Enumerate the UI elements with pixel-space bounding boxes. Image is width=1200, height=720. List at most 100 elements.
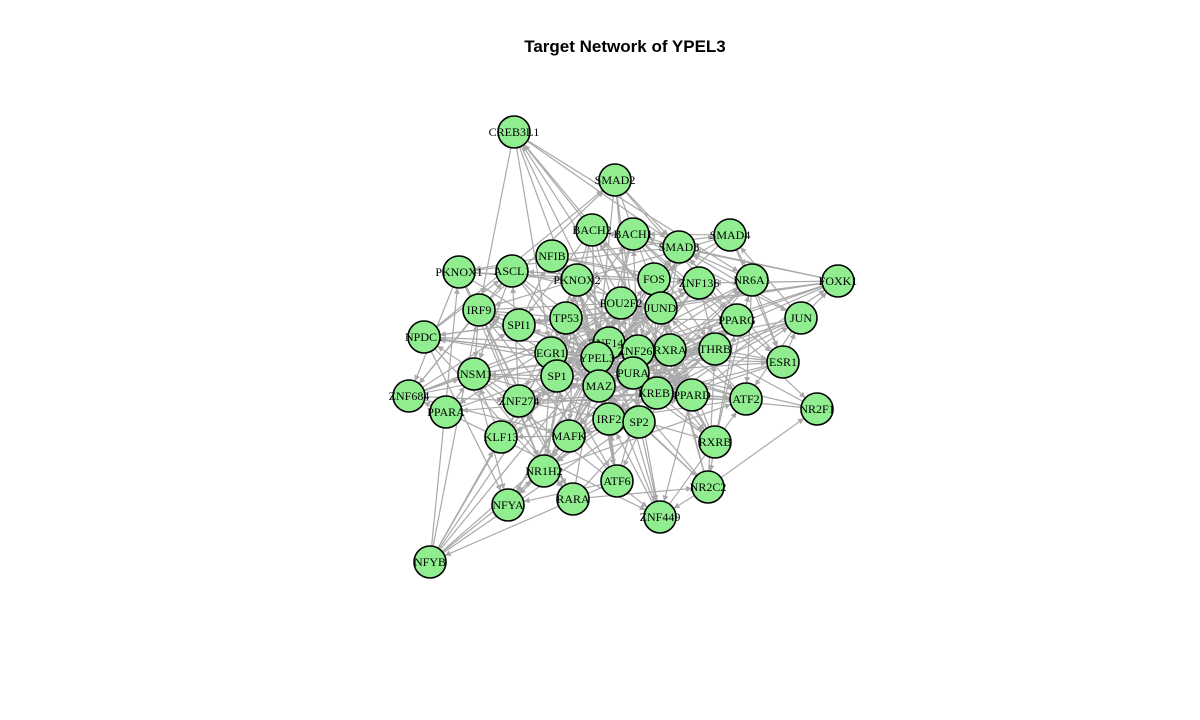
node-smad4: SMAD4 [710, 218, 750, 252]
edge-creb3l1-nr6a1 [527, 139, 739, 273]
node-jund: JUND [644, 291, 678, 325]
node-irf2: IRF2 [592, 402, 626, 436]
edge-thrb-esr1 [730, 351, 768, 361]
node-circle [392, 379, 426, 413]
edge-irf9-pou2f2 [494, 301, 606, 310]
node-fos: FOS [637, 262, 671, 296]
edge-pou2f2-sp1 [567, 314, 611, 365]
node-label: PPARA [427, 405, 465, 419]
node-label: ZNF449 [640, 510, 681, 524]
node-label: FOS [643, 272, 665, 286]
node-foxk1: FOXK1 [819, 264, 858, 298]
edge-smad4-nr6a1 [736, 249, 746, 266]
node-label: JUN [790, 311, 812, 325]
node-bach1: BACH1 [613, 217, 653, 251]
node-circle [682, 266, 716, 300]
node-circle [535, 239, 569, 273]
chart-title: Target Network of YPEL3 [524, 37, 726, 56]
edge-esr1-jun [788, 332, 796, 348]
edge-jund-znf263 [645, 321, 654, 338]
node-circle [442, 255, 476, 289]
node-nr6a1: NR6A1 [733, 263, 771, 297]
node-label: RXRB [699, 435, 732, 449]
node-nfib: NFIB [535, 239, 569, 273]
edge-creb3l1-egr1 [516, 147, 551, 338]
node-circle [527, 454, 561, 488]
node-label: KLF13 [484, 430, 519, 444]
node-circle [729, 382, 763, 416]
node-label: ASCL1 [494, 264, 531, 278]
node-circle [600, 464, 634, 498]
node-circle [497, 115, 531, 149]
edge-creb3l1-pura [520, 146, 627, 359]
node-label: NR2F1 [799, 402, 834, 416]
node-pura: PURA [616, 356, 650, 390]
edge-ppard-znf449 [662, 410, 689, 502]
node-znf449: ZNF449 [640, 500, 681, 534]
edge-kreb1-rxra [660, 365, 667, 378]
edge-jund-thrb [673, 317, 703, 340]
node-label: EGR1 [536, 346, 566, 360]
node-label: NR1H2 [525, 464, 562, 478]
edge-rara-nr2c2 [588, 485, 693, 499]
node-smad2: SMAD2 [595, 163, 636, 197]
node-label: MAFK [552, 429, 587, 443]
node-atf2: ATF2 [729, 382, 763, 416]
node-nfya: NFYA [491, 488, 525, 522]
node-ppara: PPARA [427, 395, 465, 429]
node-circle [784, 301, 818, 335]
node-circle [502, 384, 536, 418]
node-spi1: SPI1 [502, 308, 536, 342]
edge-sp1-atf6 [564, 389, 610, 468]
node-npdc1: NPDC1 [405, 320, 443, 354]
node-label: RARA [556, 492, 590, 506]
node-circle [698, 425, 732, 459]
node-circle [622, 405, 656, 439]
node-circle [713, 218, 747, 252]
node-klf13: KLF13 [484, 420, 519, 454]
node-label: POU2F2 [600, 296, 643, 310]
node-label: ATF6 [603, 474, 630, 488]
node-circle [662, 230, 696, 264]
node-label: PPARG [718, 313, 756, 327]
edge-foxk1-smad3 [694, 248, 823, 279]
node-circle [691, 470, 725, 504]
node-label: ZNF136 [679, 276, 720, 290]
node-circle [720, 303, 754, 337]
node-label: ZNF684 [389, 389, 430, 403]
node-ascl1: ASCL1 [494, 254, 531, 288]
node-label: ATF2 [732, 392, 759, 406]
node-label: SMAD3 [659, 240, 700, 254]
node-circle [540, 359, 574, 393]
node-label: SMAD2 [595, 173, 636, 187]
node-insm1: INSM1 [456, 357, 492, 391]
node-circle [575, 213, 609, 247]
node-circle [604, 286, 638, 320]
node-esr1: ESR1 [766, 345, 800, 379]
node-circle [643, 500, 677, 534]
node-label: BACH2 [572, 223, 611, 237]
edge-mafk-klf13 [516, 433, 554, 440]
node-sp1: SP1 [540, 359, 574, 393]
node-circle [407, 320, 441, 354]
node-circle [644, 291, 678, 325]
node-label: NR2C2 [690, 480, 727, 494]
node-circle [735, 263, 769, 297]
node-nr2f1: NR2F1 [799, 392, 835, 426]
node-pparg: PPARG [718, 303, 756, 337]
node-circle [616, 356, 650, 390]
node-circle [491, 488, 525, 522]
node-label: TP53 [553, 311, 579, 325]
node-pou2f2: POU2F2 [600, 286, 643, 320]
node-label: FOXK1 [819, 274, 858, 288]
edge-pou2f2-egr1 [563, 311, 609, 345]
edge-nr2c2-rxra [672, 365, 705, 472]
edge-rxra-pou2f2 [632, 313, 659, 340]
node-label: NFYA [492, 498, 524, 512]
node-label: SP1 [547, 369, 566, 383]
edge-smad2-smad3 [625, 191, 669, 236]
node-irf9: IRF9 [462, 293, 496, 327]
edge-nr6a1-smad3 [693, 253, 738, 274]
edge-creb3l1-irf9 [480, 147, 512, 295]
